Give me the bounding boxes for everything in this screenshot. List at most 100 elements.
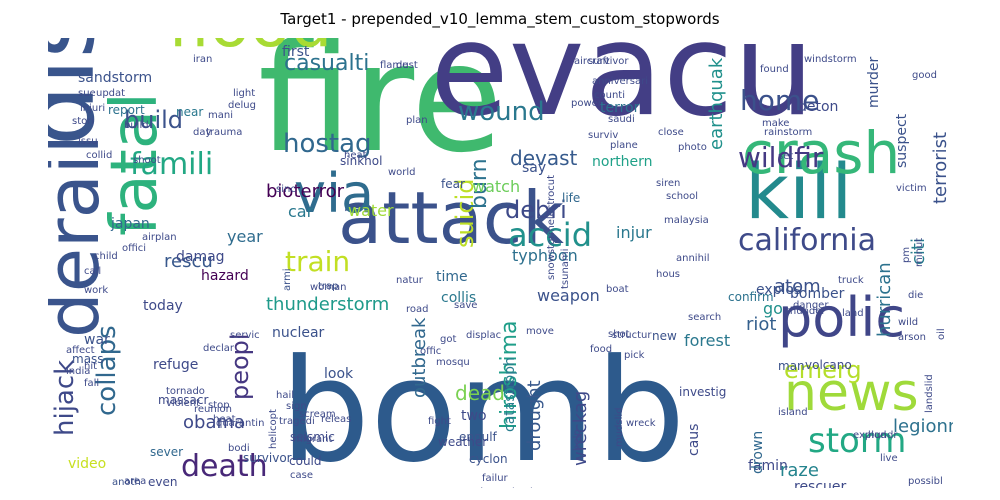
word-accid: accid bbox=[508, 216, 592, 254]
word-stori: stori bbox=[72, 116, 94, 127]
word-bodi: bodi bbox=[228, 443, 250, 454]
word-today: today bbox=[143, 298, 183, 314]
word-fire: fire bbox=[258, 38, 503, 186]
word-india: india bbox=[66, 366, 90, 377]
word-watch: watch bbox=[472, 177, 520, 196]
word-wild: wild bbox=[898, 317, 918, 328]
word-injur: injur bbox=[616, 223, 652, 242]
word-case: case bbox=[290, 470, 313, 481]
word-hazard: hazard bbox=[201, 268, 249, 284]
word-volcano: volcano bbox=[805, 358, 852, 372]
chart-title: Target1 - prepended_v10_lemma_stem_custo… bbox=[280, 10, 720, 28]
word-servic: servic bbox=[230, 330, 260, 341]
word-explod: explod bbox=[853, 430, 887, 441]
word-terror: terror bbox=[600, 100, 640, 116]
word-reunion: reunion bbox=[194, 404, 232, 415]
word-survivor: survivor bbox=[243, 451, 292, 465]
word-good: good bbox=[912, 70, 937, 81]
word-sandstorm: sandstorm bbox=[78, 70, 152, 86]
word-delug: delug bbox=[228, 100, 256, 111]
word-forest: forest bbox=[684, 331, 730, 350]
word-man: man bbox=[778, 359, 805, 373]
word-road: road bbox=[406, 304, 429, 315]
word-back: back bbox=[512, 487, 536, 488]
word-hundr: hundr bbox=[868, 430, 898, 441]
word-surviv: surviv bbox=[588, 130, 618, 141]
word-declar: declar bbox=[203, 343, 235, 354]
word-shoot: shoot bbox=[133, 155, 161, 166]
word-live: live bbox=[880, 453, 898, 464]
word-possibl: possibl bbox=[908, 476, 943, 487]
word-tsunami: tsunami bbox=[560, 249, 571, 289]
word-counti: counti bbox=[594, 90, 625, 101]
word-displac: displac bbox=[466, 330, 501, 341]
word-caus: caus bbox=[686, 424, 702, 456]
word-issu: issu bbox=[78, 136, 98, 147]
word-thunder: thunder bbox=[786, 306, 826, 317]
word-fall: fall bbox=[84, 378, 99, 389]
word-plane: plane bbox=[610, 140, 638, 151]
word-collaps: collaps bbox=[92, 325, 122, 416]
word-set: set bbox=[778, 151, 793, 162]
word-help: help bbox=[572, 429, 583, 451]
word-massacr: massacr bbox=[158, 393, 208, 407]
word-atom: atom bbox=[774, 276, 821, 297]
word-rescu: rescu bbox=[164, 251, 213, 272]
word-peopl: peopl bbox=[226, 333, 254, 400]
word-famin: famin bbox=[748, 458, 788, 474]
word-suspect: suspect bbox=[894, 113, 910, 168]
word-explos: explos bbox=[756, 282, 801, 298]
word-close: close bbox=[658, 127, 684, 138]
word-build: build bbox=[124, 120, 149, 131]
word-releas: releas bbox=[321, 414, 351, 425]
word-drown: drown bbox=[750, 431, 766, 474]
word-airplan: airplan bbox=[142, 232, 177, 243]
word-violent: violent bbox=[166, 398, 200, 409]
word-debri: debri bbox=[505, 196, 567, 224]
word-iran: iran bbox=[193, 54, 212, 65]
word-landslid: landslid bbox=[924, 374, 935, 413]
word-mudslid: mudslid bbox=[614, 407, 625, 447]
word-arson: arson bbox=[898, 332, 926, 343]
word-helicopt: helicopt bbox=[268, 409, 279, 449]
word-time: time bbox=[436, 269, 468, 285]
word-nuclear: nuclear bbox=[272, 325, 325, 341]
word-terrorist: terrorist bbox=[930, 132, 951, 204]
word-boat: boat bbox=[606, 284, 629, 295]
word-obama: obama bbox=[183, 412, 245, 433]
word-stop: stop bbox=[208, 400, 230, 411]
word-mass: mass bbox=[72, 352, 104, 366]
word-japan: japan bbox=[110, 216, 150, 232]
word-raze: raze bbox=[780, 460, 819, 481]
word-disast: disast bbox=[48, 38, 116, 146]
word-flood: flood bbox=[168, 38, 332, 62]
word-collis: collis bbox=[441, 290, 476, 306]
word-danger: danger bbox=[793, 300, 829, 311]
word-windstorm: windstorm bbox=[804, 54, 857, 65]
word-bomber: bomber bbox=[790, 286, 845, 302]
word-dead: dead bbox=[455, 381, 505, 405]
word-death: death bbox=[181, 449, 268, 484]
word-cyclon: cyclon bbox=[469, 452, 508, 466]
word-flame: flame bbox=[380, 60, 408, 71]
word-riot: riot bbox=[746, 314, 776, 335]
word-hijack: hijack bbox=[50, 360, 80, 436]
word-home: home bbox=[740, 84, 819, 117]
word-famili: famili bbox=[130, 147, 213, 182]
word-school: school bbox=[666, 191, 698, 202]
word-saudi: saudi bbox=[608, 114, 635, 125]
word-near: near bbox=[176, 105, 203, 119]
word-fight: fight bbox=[428, 416, 451, 427]
word-trap: trap bbox=[318, 281, 339, 292]
word-legionnair: legionnair bbox=[893, 416, 953, 437]
word-damag: damag bbox=[176, 249, 225, 265]
word-devast: devast bbox=[510, 146, 578, 170]
word-seismic: seismic bbox=[290, 430, 335, 444]
word-affect: affect bbox=[66, 345, 95, 356]
word-work: work bbox=[84, 285, 108, 296]
word-armi: armi bbox=[282, 268, 293, 291]
word-could: could bbox=[289, 454, 322, 468]
word-anniversari: anniversari bbox=[592, 76, 648, 87]
word-bioterror: bioterror bbox=[266, 181, 345, 202]
